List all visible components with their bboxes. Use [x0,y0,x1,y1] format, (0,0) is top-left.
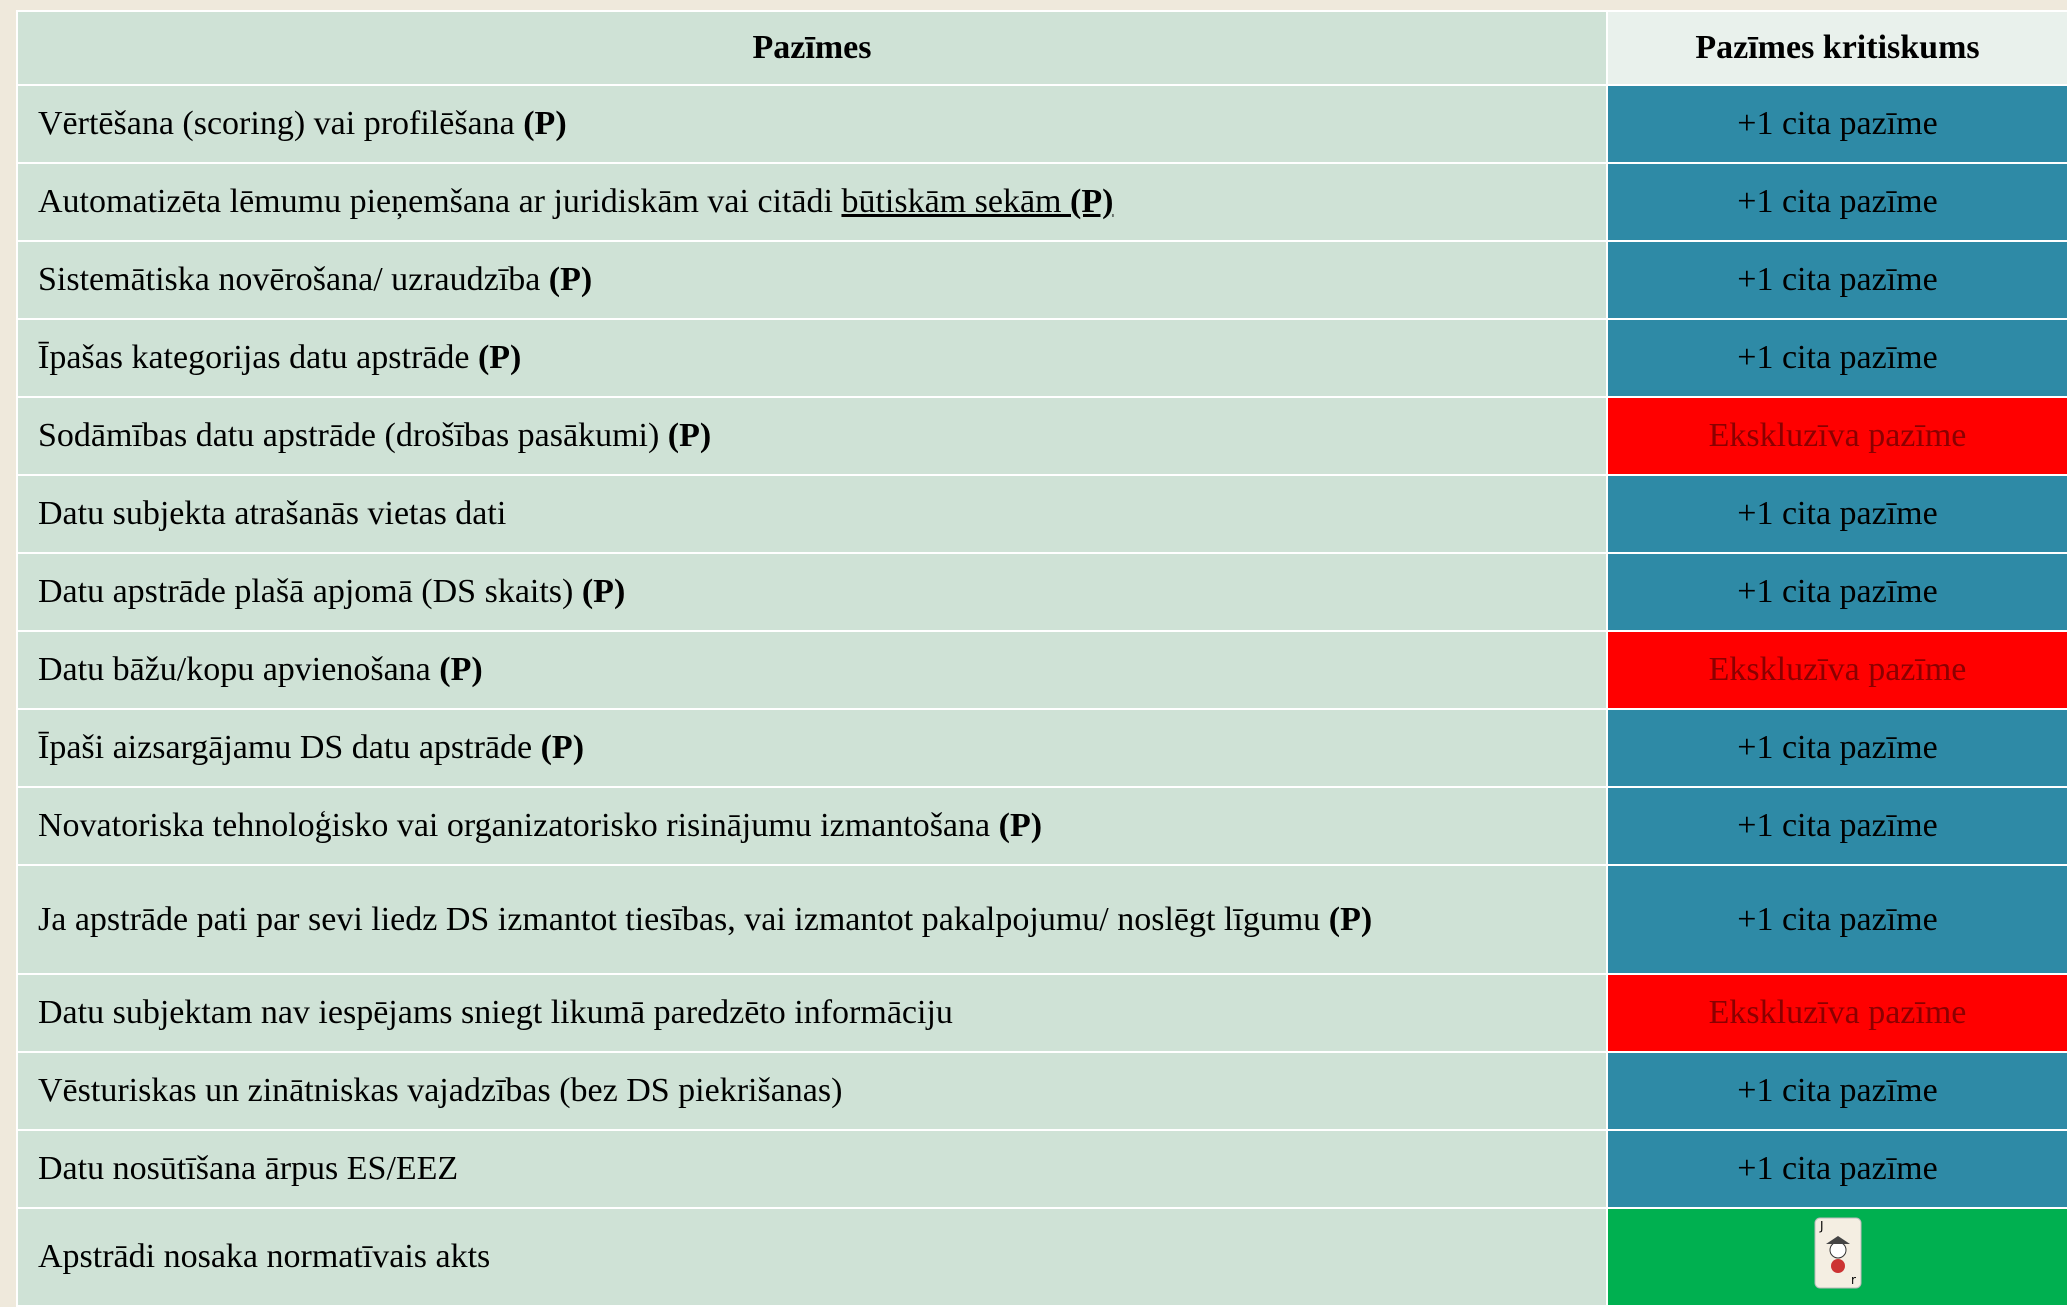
criticality-text: +1 cita pazīme [1737,729,1937,766]
criterion-text: Ja apstrāde pati par sevi liedz DS izman… [38,901,1329,938]
criterion-text: Datu nosūtīšana ārpus ES/EEZ [38,1150,458,1187]
criterion-text: Datu subjektam nav iespējams sniegt liku… [38,994,953,1031]
criterion-text: (P) [478,339,521,376]
criterion-cell: Datu subjekta atrašanās vietas dati [17,475,1607,553]
criticality-cell: +1 cita pazīme [1607,85,2067,163]
criterion-text: Sistemātiska novērošana/ uzraudzība [38,261,549,298]
row: Datu bāžu/kopu apvienošana (P) Ekskluzīva… [17,631,2067,709]
criterion-cell: Datu apstrāde plašā apjomā (DS skaits) (… [17,553,1607,631]
criterion-cell: Datu subjektam nav iespējams sniegt liku… [17,974,1607,1052]
criticality-cell: +1 cita pazīme [1607,163,2067,241]
criterion-cell: Īpaši aizsargājamu DS datu apstrāde (P) [17,709,1607,787]
criticality-text: +1 cita pazīme [1737,495,1937,532]
row: Datu nosūtīšana ārpus ES/EEZ +1 cita pazī… [17,1130,2067,1208]
criterion-cell: Automatizēta lēmumu pieņemšana ar juridi… [17,163,1607,241]
criterion-cell: Īpašas kategorijas datu apstrāde (P) [17,319,1607,397]
criticality-text: Ekskluzīva pazīme [1709,417,1967,454]
row: Sistemātiska novērošana/ uzraudzība (P) +… [17,241,2067,319]
criticality-cell: +1 cita pazīme [1607,319,2067,397]
criticality-cell: Ekskluzīva pazīme [1607,397,2067,475]
criterion-text: (P) [541,729,584,766]
criterion-cell: Vēsturiskas un zinātniskas vajadzības (b… [17,1052,1607,1130]
criticality-cell: Ekskluzīva pazīme [1607,631,2067,709]
criterion-text: Īpašas kategorijas datu apstrāde [38,339,478,376]
criticality-text: +1 cita pazīme [1737,1072,1937,1109]
criterion-text: (P) [1329,901,1372,938]
criteria-table: Pazīmes Pazīmes kritiskums Vērtēšana (sc… [16,10,2067,1307]
criticality-text: +1 cita pazīme [1737,573,1937,610]
criterion-text: (P) [582,573,625,610]
criticality-text: +1 cita pazīme [1737,105,1937,142]
criterion-text: Datu subjekta atrašanās vietas dati [38,495,506,532]
criticality-cell: +1 cita pazīme [1607,1130,2067,1208]
row: Datu subjekta atrašanās vietas dati +1 ci… [17,475,2067,553]
criticality-text: +1 cita pazīme [1737,339,1937,376]
criterion-cell: Novatoriska tehnoloģisko vai organizator… [17,787,1607,865]
row: Datu subjektam nav iespējams sniegt liku… [17,974,2067,1052]
criticality-text: +1 cita pazīme [1737,261,1937,298]
criticality-cell: +1 cita pazīme [1607,553,2067,631]
criticality-cell: +1 cita pazīme [1607,1052,2067,1130]
header-cell: Pazīmes kritiskums [1607,11,2067,85]
criticality-cell: Ekskluzīva pazīme [1607,974,2067,1052]
joker-card-icon: Jr [1813,1216,1863,1290]
svg-text:J: J [1819,1219,1824,1233]
criterion-text: Vērtēšana (scoring) vai profilēšana [38,105,523,142]
criterion-text: Īpaši aizsargājamu DS datu apstrāde [38,729,541,766]
criticality-text: Ekskluzīva pazīme [1709,651,1967,688]
criterion-text: Novatoriska tehnoloģisko vai organizator… [38,807,999,844]
criticality-text: +1 cita pazīme [1737,183,1937,220]
criterion-text: būtiskām sekām [841,183,1070,220]
criterion-cell: Datu nosūtīšana ārpus ES/EEZ [17,1130,1607,1208]
header-row: Pazīmes Pazīmes kritiskums [17,11,2067,85]
row: Vērtēšana (scoring) vai profilēšana (P) +… [17,85,2067,163]
criterion-text: Apstrādi nosaka normatīvais akts [38,1238,490,1275]
criterion-text: (P) [668,417,711,454]
header-cell: Pazīmes [17,11,1607,85]
criterion-cell: Sistemātiska novērošana/ uzraudzība (P) [17,241,1607,319]
criterion-text: (P) [1070,183,1113,220]
criterion-text: Sodāmības datu apstrāde (drošības pasāku… [38,417,668,454]
criticality-cell: +1 cita pazīme [1607,865,2067,974]
row: Ja apstrāde pati par sevi liedz DS izman… [17,865,2067,974]
svg-text:r: r [1851,1273,1856,1287]
row: Automatizēta lēmumu pieņemšana ar juridi… [17,163,2067,241]
criterion-text: (P) [523,105,566,142]
criticality-cell: +1 cita pazīme [1607,475,2067,553]
criticality-text: +1 cita pazīme [1737,807,1937,844]
criterion-text: Automatizēta lēmumu pieņemšana ar juridi… [38,183,841,220]
criterion-cell: Sodāmības datu apstrāde (drošības pasāku… [17,397,1607,475]
row: Īpaši aizsargājamu DS datu apstrāde (P) +… [17,709,2067,787]
page: Pazīmes Pazīmes kritiskums Vērtēšana (sc… [0,0,2067,1307]
criterion-text: (P) [999,807,1042,844]
row: Vēsturiskas un zinātniskas vajadzības (b… [17,1052,2067,1130]
criterion-cell: Ja apstrāde pati par sevi liedz DS izman… [17,865,1607,974]
row: Datu apstrāde plašā apjomā (DS skaits) (… [17,553,2067,631]
criterion-text: Datu bāžu/kopu apvienošana [38,651,439,688]
criterion-cell: Apstrādi nosaka normatīvais akts [17,1208,1607,1306]
criterion-text: (P) [549,261,592,298]
criterion-cell: Vērtēšana (scoring) vai profilēšana (P) [17,85,1607,163]
criticality-cell: +1 cita pazīme [1607,787,2067,865]
row: Īpašas kategorijas datu apstrāde (P) +1 c… [17,319,2067,397]
criticality-cell: +1 cita pazīme [1607,241,2067,319]
criterion-cell: Datu bāžu/kopu apvienošana (P) [17,631,1607,709]
criticality-text: Ekskluzīva pazīme [1709,994,1967,1031]
criticality-cell: +1 cita pazīme [1607,709,2067,787]
criticality-text: +1 cita pazīme [1737,901,1937,938]
row: Sodāmības datu apstrāde (drošības pasāku… [17,397,2067,475]
criterion-text: (P) [439,651,482,688]
criterion-text: Vēsturiskas un zinātniskas vajadzības (b… [38,1072,842,1109]
criterion-text: Datu apstrāde plašā apjomā (DS skaits) [38,573,582,610]
criticality-text: +1 cita pazīme [1737,1150,1937,1187]
row: Novatoriska tehnoloģisko vai organizator… [17,787,2067,865]
